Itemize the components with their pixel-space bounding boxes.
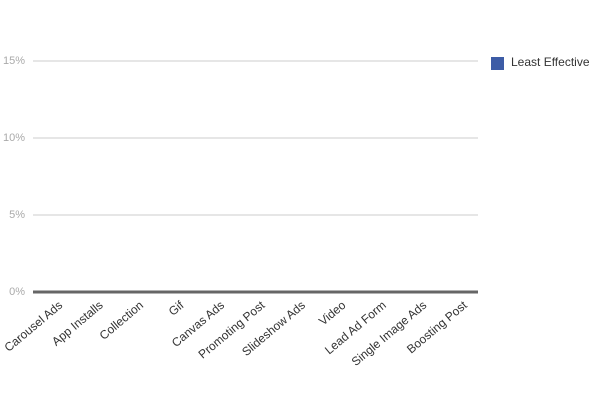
y-tick-label: 15% <box>3 55 25 67</box>
x-tick-label: Video <box>316 298 349 329</box>
x-tick-label: Collection <box>97 298 146 343</box>
y-tick-label: 10% <box>3 132 25 144</box>
x-tick-label: Gif <box>166 298 187 319</box>
legend-label: Least Effective <box>511 55 590 69</box>
y-tick-label: 0% <box>9 286 25 298</box>
y-tick-label: 5% <box>9 209 25 221</box>
legend-swatch <box>491 57 504 70</box>
